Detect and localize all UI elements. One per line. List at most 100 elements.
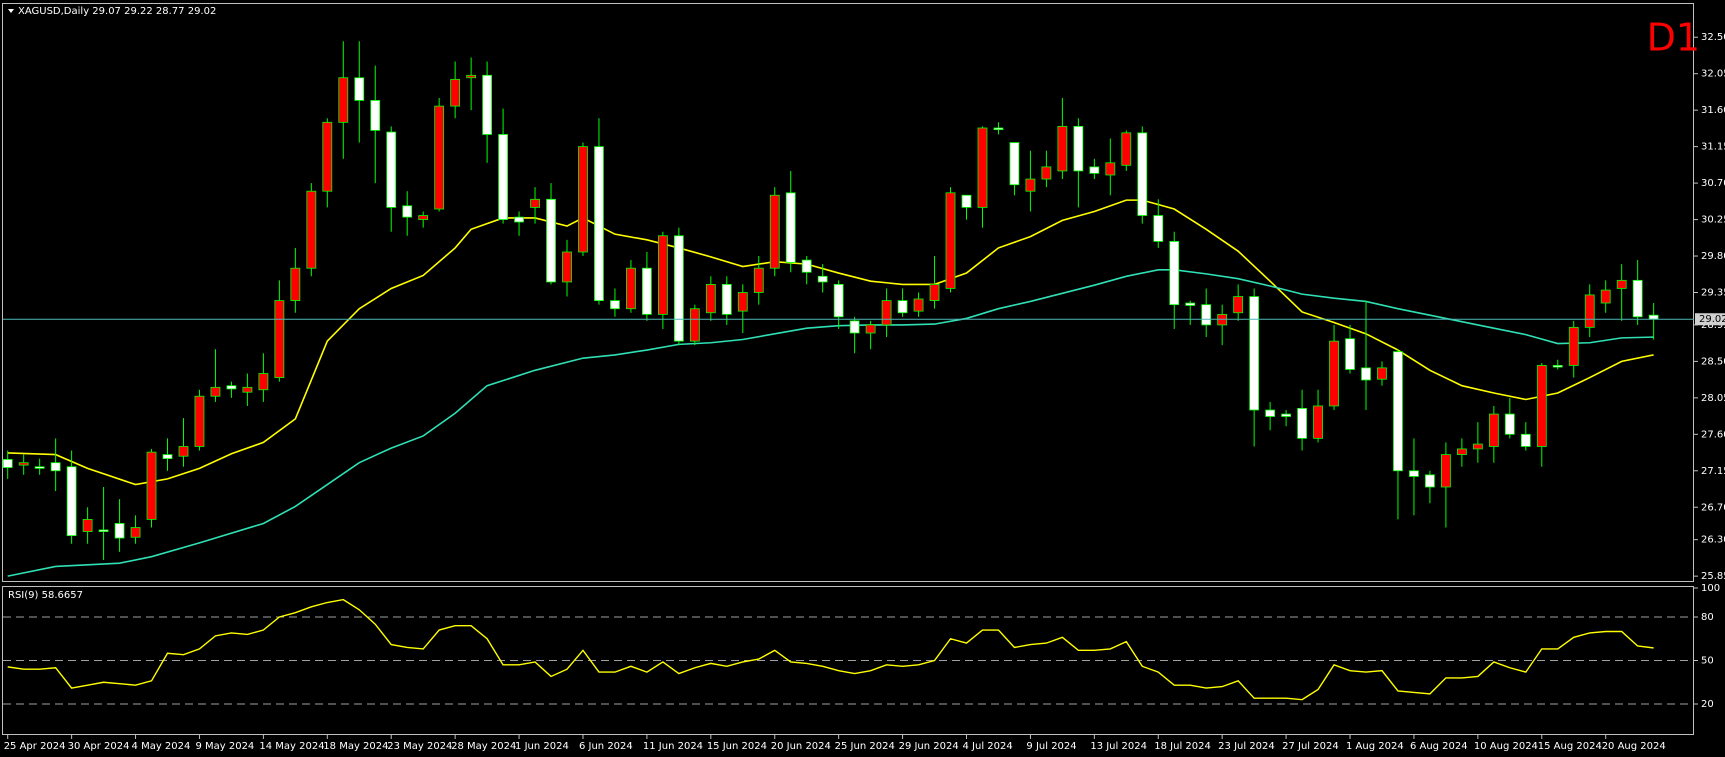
chart-title: XAGUSD,Daily 29.07 29.22 28.77 29.02 bbox=[18, 6, 216, 17]
x-tick-label: 20 Jun 2024 bbox=[771, 741, 831, 752]
candle-body bbox=[290, 267, 301, 302]
rsi-pane-frame bbox=[2, 586, 1694, 735]
candle-body bbox=[130, 527, 141, 538]
candle-body bbox=[1377, 367, 1387, 380]
x-tick-label: 9 May 2024 bbox=[195, 741, 254, 752]
y-tick-label: 80 bbox=[1701, 612, 1714, 623]
y-tick-label: 27.60 bbox=[1701, 429, 1725, 440]
candle-body bbox=[1632, 279, 1643, 318]
candle-body bbox=[1441, 454, 1451, 488]
candle-body bbox=[1552, 365, 1563, 368]
candle-body bbox=[178, 446, 189, 457]
candle-body bbox=[865, 324, 876, 334]
candle-body bbox=[1057, 125, 1068, 172]
candle-body bbox=[1265, 409, 1276, 417]
candle-body bbox=[434, 105, 445, 210]
candle-body bbox=[162, 454, 173, 460]
candle-body bbox=[34, 466, 45, 469]
candle-body bbox=[1105, 162, 1116, 176]
candle-body bbox=[1233, 296, 1244, 314]
candle-body bbox=[1520, 433, 1531, 447]
y-tick-label: 31.60 bbox=[1701, 105, 1725, 116]
candle-body bbox=[242, 386, 253, 393]
candle-body bbox=[194, 395, 205, 447]
candle-body bbox=[1472, 443, 1483, 450]
candle-body bbox=[226, 385, 237, 390]
rsi-title: RSI(9) 58.6657 bbox=[8, 590, 83, 601]
y-tick-label: 100 bbox=[1701, 583, 1720, 594]
candle-body bbox=[1568, 326, 1579, 366]
candle-body bbox=[689, 308, 700, 342]
x-tick-label: 4 May 2024 bbox=[132, 741, 191, 752]
candle-body bbox=[1616, 279, 1627, 289]
candle-body bbox=[769, 194, 780, 269]
candle-body bbox=[1504, 413, 1515, 435]
candle-body bbox=[370, 100, 381, 131]
x-tick-label: 15 Jun 2024 bbox=[707, 741, 767, 752]
candle-body bbox=[993, 127, 1004, 131]
current-price-tag bbox=[1695, 313, 1725, 326]
x-tick-label: 4 Jul 2024 bbox=[963, 741, 1013, 752]
candle-body bbox=[913, 298, 924, 312]
x-tick-label: 20 Aug 2024 bbox=[1602, 741, 1666, 752]
candle-body bbox=[1281, 413, 1291, 417]
candle-body bbox=[82, 519, 93, 532]
x-tick-label: 14 May 2024 bbox=[259, 741, 324, 752]
candle-body bbox=[306, 190, 317, 269]
y-tick-label: 26.30 bbox=[1701, 535, 1725, 546]
candle-body bbox=[1345, 338, 1355, 370]
candle-body bbox=[114, 523, 125, 539]
candle-body bbox=[98, 529, 109, 532]
candle-body bbox=[594, 146, 604, 302]
x-tick-label: 18 Jul 2024 bbox=[1154, 741, 1211, 752]
candle-body bbox=[1361, 367, 1371, 381]
candle-body bbox=[1025, 178, 1036, 192]
candle-body bbox=[1600, 289, 1611, 304]
candle-body bbox=[1584, 294, 1595, 328]
candle-body bbox=[450, 78, 461, 107]
candle-body bbox=[721, 283, 732, 315]
x-tick-label: 6 Aug 2024 bbox=[1410, 741, 1468, 752]
x-tick-label: 23 Jul 2024 bbox=[1218, 741, 1275, 752]
candle-body bbox=[1648, 314, 1659, 320]
y-tick-label: 29.35 bbox=[1701, 288, 1725, 299]
current-price-label: 29.02 bbox=[1699, 314, 1725, 325]
moving-average bbox=[7, 199, 1654, 486]
candle-body bbox=[1536, 365, 1547, 447]
y-tick-label: 29.80 bbox=[1701, 251, 1725, 262]
candle-body bbox=[1409, 470, 1419, 477]
candle-body bbox=[546, 198, 556, 283]
candle-body bbox=[210, 386, 221, 397]
candle-body bbox=[626, 267, 636, 310]
candle-body bbox=[817, 275, 828, 283]
candle-body bbox=[1089, 166, 1100, 174]
y-tick-label: 27.15 bbox=[1701, 466, 1725, 477]
x-tick-label: 28 May 2024 bbox=[451, 741, 516, 752]
candle-body bbox=[1425, 474, 1435, 488]
candle-body bbox=[1009, 142, 1020, 186]
candle-body bbox=[418, 215, 429, 220]
y-tick-label: 26.70 bbox=[1701, 502, 1725, 513]
y-tick-label: 25.85 bbox=[1701, 571, 1725, 582]
candle-body bbox=[514, 216, 524, 223]
y-tick-label: 31.15 bbox=[1701, 142, 1725, 153]
candle-body bbox=[1153, 215, 1164, 242]
candle-body bbox=[610, 300, 620, 310]
y-tick-label: 50 bbox=[1701, 656, 1714, 667]
candle-body bbox=[753, 267, 764, 293]
candle-body bbox=[881, 300, 892, 326]
candle-body bbox=[737, 292, 748, 312]
x-tick-label: 15 Aug 2024 bbox=[1538, 741, 1602, 752]
x-tick-label: 6 Jun 2024 bbox=[579, 741, 633, 752]
candle-body bbox=[322, 121, 333, 192]
y-tick-label: 20 bbox=[1701, 699, 1714, 710]
candle-body bbox=[897, 300, 908, 314]
candle-body bbox=[2, 459, 13, 468]
candle-body bbox=[50, 462, 61, 472]
candle-body bbox=[1041, 166, 1052, 180]
x-tick-label: 13 Jul 2024 bbox=[1090, 741, 1147, 752]
candle-body bbox=[386, 131, 397, 208]
x-tick-label: 9 Jul 2024 bbox=[1026, 741, 1076, 752]
candle-body bbox=[562, 251, 572, 283]
